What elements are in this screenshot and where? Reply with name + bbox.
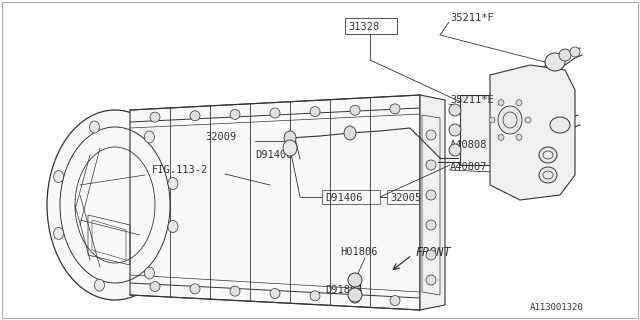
- Text: FIG.113-2: FIG.113-2: [152, 165, 208, 175]
- Ellipse shape: [150, 282, 160, 292]
- Ellipse shape: [350, 105, 360, 115]
- Ellipse shape: [449, 104, 461, 116]
- Ellipse shape: [150, 112, 160, 122]
- Bar: [345, 18, 397, 34]
- Text: 31328: 31328: [348, 22, 380, 32]
- Ellipse shape: [54, 171, 63, 183]
- Ellipse shape: [426, 275, 436, 285]
- Ellipse shape: [348, 273, 362, 287]
- Ellipse shape: [344, 126, 356, 140]
- Ellipse shape: [350, 293, 360, 303]
- Ellipse shape: [525, 117, 531, 123]
- Ellipse shape: [270, 289, 280, 299]
- Ellipse shape: [570, 47, 580, 57]
- Polygon shape: [130, 95, 420, 310]
- Bar: [387, 190, 439, 204]
- Ellipse shape: [190, 284, 200, 294]
- Text: 35211*F: 35211*F: [450, 13, 493, 23]
- Ellipse shape: [449, 144, 461, 156]
- Ellipse shape: [230, 109, 240, 119]
- Ellipse shape: [95, 279, 104, 291]
- Ellipse shape: [284, 131, 296, 145]
- Text: A40807: A40807: [450, 162, 488, 172]
- Ellipse shape: [270, 108, 280, 118]
- Ellipse shape: [498, 100, 504, 106]
- Ellipse shape: [498, 106, 522, 134]
- Ellipse shape: [168, 220, 178, 233]
- Ellipse shape: [498, 134, 504, 140]
- Ellipse shape: [54, 228, 63, 239]
- Ellipse shape: [310, 291, 320, 301]
- Ellipse shape: [426, 130, 436, 140]
- Ellipse shape: [426, 220, 436, 230]
- Ellipse shape: [550, 117, 570, 133]
- Text: D91406: D91406: [325, 193, 362, 203]
- Ellipse shape: [545, 53, 565, 71]
- Ellipse shape: [426, 250, 436, 260]
- Text: H01806: H01806: [340, 247, 378, 257]
- Polygon shape: [490, 65, 575, 200]
- Ellipse shape: [168, 178, 178, 189]
- Ellipse shape: [516, 100, 522, 106]
- Polygon shape: [420, 95, 445, 310]
- Ellipse shape: [190, 111, 200, 121]
- Ellipse shape: [390, 104, 400, 114]
- Ellipse shape: [449, 124, 461, 136]
- Text: 35211*E: 35211*E: [450, 95, 493, 105]
- Text: 32009: 32009: [205, 132, 236, 142]
- Bar: [322, 190, 380, 204]
- Text: A40808: A40808: [450, 140, 488, 150]
- Text: 32005: 32005: [390, 193, 421, 203]
- Ellipse shape: [489, 117, 495, 123]
- Text: D91406: D91406: [255, 150, 292, 160]
- Ellipse shape: [539, 167, 557, 183]
- Ellipse shape: [310, 107, 320, 116]
- Ellipse shape: [145, 267, 154, 279]
- Ellipse shape: [145, 131, 154, 143]
- Ellipse shape: [348, 288, 362, 302]
- Ellipse shape: [426, 160, 436, 170]
- Ellipse shape: [283, 140, 297, 156]
- Polygon shape: [460, 95, 495, 165]
- Ellipse shape: [47, 110, 183, 300]
- Ellipse shape: [426, 190, 436, 200]
- Text: D91804: D91804: [325, 285, 362, 295]
- Text: A113001320: A113001320: [530, 303, 584, 313]
- Text: FRONT: FRONT: [415, 245, 451, 259]
- Ellipse shape: [90, 121, 99, 133]
- Ellipse shape: [559, 49, 571, 61]
- Ellipse shape: [516, 134, 522, 140]
- Ellipse shape: [230, 286, 240, 296]
- Ellipse shape: [390, 296, 400, 306]
- Ellipse shape: [539, 147, 557, 163]
